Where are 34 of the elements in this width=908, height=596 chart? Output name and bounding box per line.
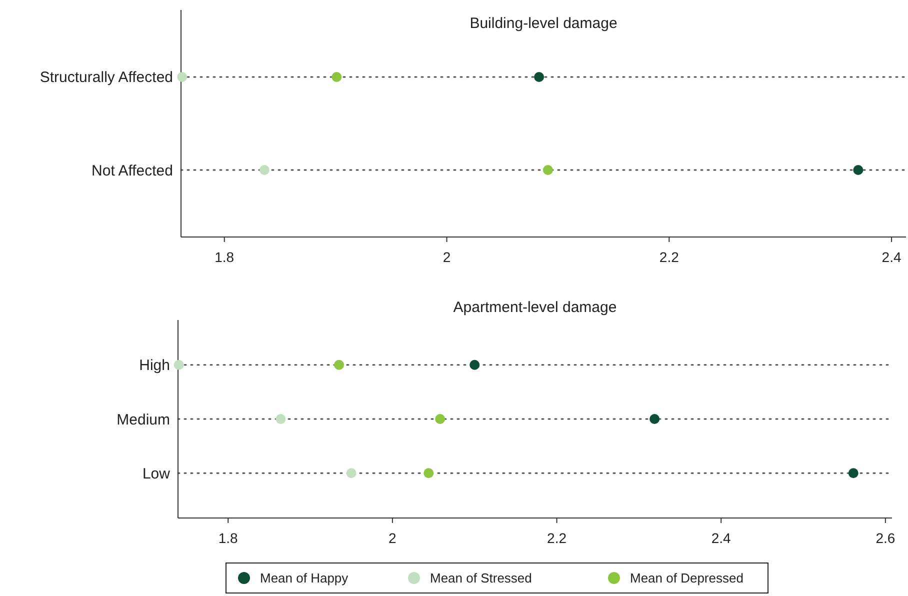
x-tick-label: 2 [388, 530, 397, 546]
point [848, 468, 858, 478]
chart-title: Apartment-level damage [453, 299, 617, 316]
x-tick-label: 1.8 [218, 530, 238, 546]
x-tick-label: 2.6 [876, 530, 896, 546]
point [259, 165, 270, 176]
legend-label: Mean of Stressed [430, 570, 532, 586]
chart-title: Building-level damage [470, 15, 618, 32]
x-tick-label: 1.8 [214, 249, 234, 265]
y-tick-label: Medium [116, 411, 170, 428]
point [424, 468, 434, 478]
y-tick-label: Low [142, 465, 170, 482]
point [853, 165, 864, 176]
y-tick-label: Not Affected [92, 162, 173, 180]
point [542, 165, 553, 176]
y-tick-label: High [139, 357, 170, 374]
point [470, 360, 480, 370]
point [346, 468, 356, 478]
point [177, 72, 188, 82]
point [276, 414, 286, 424]
legend-label: Mean of Depressed [630, 570, 744, 586]
point [534, 72, 544, 82]
x-tick-label: 2.4 [711, 530, 732, 546]
point [174, 360, 184, 370]
point [332, 72, 342, 82]
point [334, 360, 344, 370]
x-tick-label: 2 [442, 249, 451, 265]
point [435, 414, 446, 424]
x-tick-label: 2.2 [547, 530, 567, 546]
legend-label: Mean of Happy [260, 570, 349, 586]
point [650, 414, 660, 424]
x-tick-label: 2.4 [882, 249, 902, 265]
y-tick-label: Structurally Affected [40, 69, 173, 86]
x-tick-label: 2.2 [659, 249, 680, 265]
